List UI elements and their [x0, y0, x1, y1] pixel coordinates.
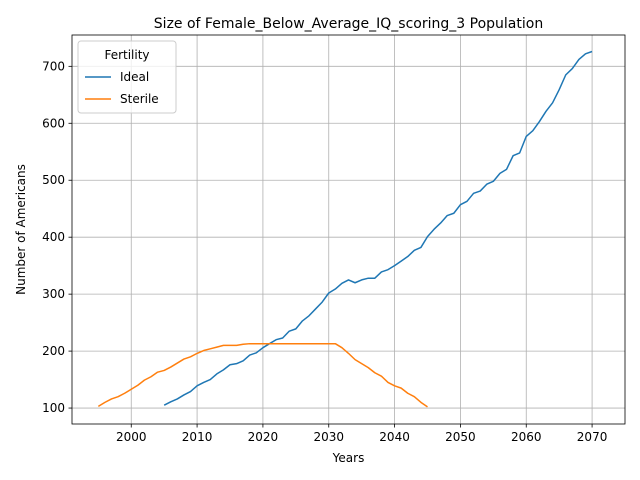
x-tick-label: 2070 [577, 430, 608, 444]
series-line-sterile [97, 342, 428, 408]
y-tick-label: 200 [42, 344, 65, 358]
y-tick-label: 400 [42, 230, 65, 244]
y-tick-label: 100 [42, 401, 65, 415]
y-tick-label: 700 [42, 59, 65, 73]
y-axis-title: Number of Americans [14, 164, 28, 295]
series-lines [97, 50, 593, 408]
legend-label-ideal: Ideal [120, 70, 149, 84]
chart-title: Size of Female_Below_Average_IQ_scoring_… [154, 16, 543, 32]
y-tick-label: 300 [42, 287, 65, 301]
y-tick-label: 500 [42, 173, 65, 187]
x-axis-title: Years [332, 451, 365, 465]
series-line-ideal [163, 50, 593, 406]
x-tick-label: 2060 [511, 430, 542, 444]
plot-frame [71, 34, 626, 425]
x-tick-label: 2000 [116, 430, 147, 444]
x-tick-label: 2050 [445, 430, 476, 444]
legend-box [77, 40, 177, 114]
grid-lines [72, 35, 625, 424]
legend-items: Ideal Sterile [85, 70, 159, 106]
x-tick-label: 2020 [248, 430, 279, 444]
x-tick-label: 2010 [182, 430, 213, 444]
x-axis-ticks: 2000 2010 2020 2030 2040 2050 2060 2070 [116, 424, 607, 444]
y-axis-ticks: 100 200 300 400 500 600 700 [42, 59, 72, 415]
legend-label-sterile: Sterile [120, 92, 159, 106]
legend-title: Fertility [104, 48, 149, 62]
y-tick-label: 600 [42, 116, 65, 130]
legend: Fertility Ideal Sterile [77, 40, 177, 114]
x-tick-label: 2030 [313, 430, 344, 444]
x-tick-label: 2040 [379, 430, 410, 444]
